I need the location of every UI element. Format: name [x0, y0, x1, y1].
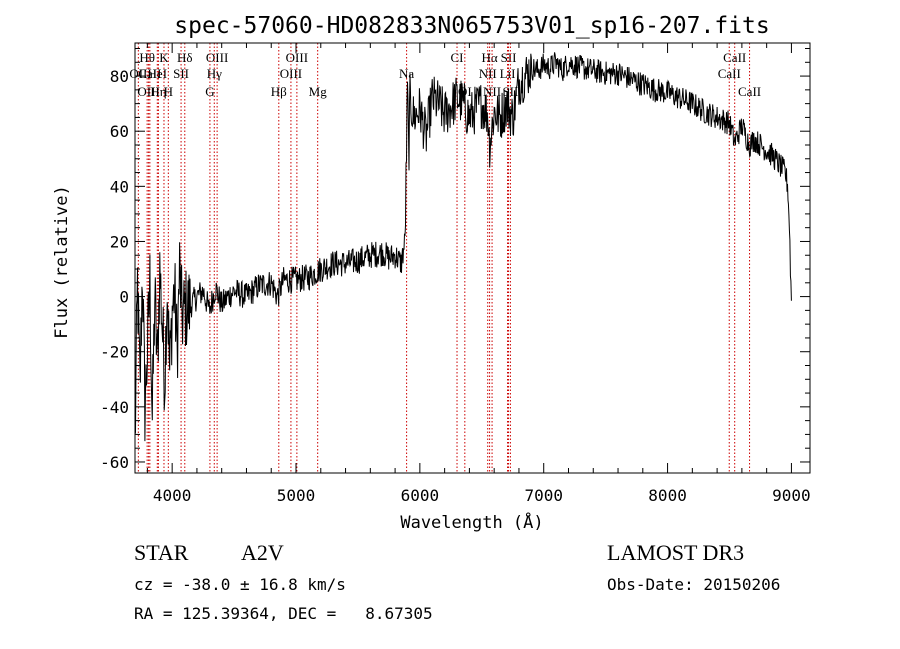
line-marker-label: CaII [138, 66, 161, 81]
line-marker-label: OII [129, 66, 147, 81]
line-marker-label: HeI [148, 66, 168, 81]
line-marker-label: OIII [137, 84, 159, 99]
x-tick-label: 4000 [153, 486, 192, 505]
x-tick-label: 5000 [277, 486, 316, 505]
spectrum-series [134, 52, 792, 442]
x-axis-label: Wavelength (Å) [400, 511, 543, 533]
object-type: STAR [134, 540, 189, 565]
x-tick-label: 9000 [772, 486, 811, 505]
line-marker-label: NII [479, 66, 497, 81]
chart-title: spec-57060-HD082833N065753V01_sp16-207.f… [174, 13, 769, 39]
line-marker-label: G [205, 84, 214, 99]
y-tick-label: -20 [100, 343, 129, 362]
y-tick-label: 20 [110, 232, 129, 251]
y-tick-label: 0 [119, 288, 129, 307]
x-tick-label: 8000 [648, 486, 687, 505]
line-marker-label: NII [483, 84, 501, 99]
line-marker-label: K [159, 50, 169, 65]
y-axis-label: Flux (relative) [52, 185, 72, 339]
line-marker-label: CI [451, 50, 464, 65]
line-marker-label: OIII [286, 50, 308, 65]
line-marker-label: SII [501, 50, 517, 65]
line-marker-label: LiI [500, 66, 516, 81]
line-marker-label: Hη [150, 84, 166, 99]
line-marker-label: SII [173, 66, 189, 81]
line-marker-label: Mg [309, 84, 328, 99]
line-marker-label: CaII [718, 66, 741, 81]
redshift-velocity: cz = -38.0 ± 16.8 km/s [134, 575, 346, 594]
survey-name: LAMOST DR3 [607, 540, 745, 565]
line-marker-label: CaII [738, 84, 761, 99]
y-axis-ticks: -60 -40 -20 0 20 40 60 80 [100, 48, 810, 472]
observation-date: Obs-Date: 20150206 [607, 575, 781, 594]
line-marker-label: Hθ [139, 50, 155, 65]
line-marker-label: OIII [206, 50, 228, 65]
line-marker-label: Hα [481, 50, 497, 65]
line-marker-label: OIII [280, 66, 302, 81]
line-marker-label: Hγ [207, 66, 222, 81]
line-marker-label: CaII [723, 50, 746, 65]
line-marker-label: Hδ [177, 50, 193, 65]
line-marker-label: Na [399, 66, 414, 81]
line-marker-label: H [164, 84, 173, 99]
y-tick-label: 60 [110, 122, 129, 141]
y-tick-label: -40 [100, 398, 129, 417]
x-tick-label: 6000 [401, 486, 440, 505]
x-axis-ticks: 4000 5000 6000 7000 8000 9000 [146, 43, 811, 505]
spectrum-chart: spec-57060-HD082833N065753V01_sp16-207.f… [52, 13, 811, 533]
coordinates: RA = 125.39364, DEC = 8.67305 [134, 604, 433, 623]
y-tick-label: 80 [110, 67, 129, 86]
plot-frame [134, 42, 811, 474]
spectral-class: A2V [241, 540, 284, 565]
x-tick-label: 7000 [524, 486, 563, 505]
spectrum-line [134, 52, 792, 442]
y-tick-label: -60 [100, 453, 129, 472]
line-marker-label: Hβ [271, 84, 287, 99]
y-tick-label: 40 [110, 177, 129, 196]
